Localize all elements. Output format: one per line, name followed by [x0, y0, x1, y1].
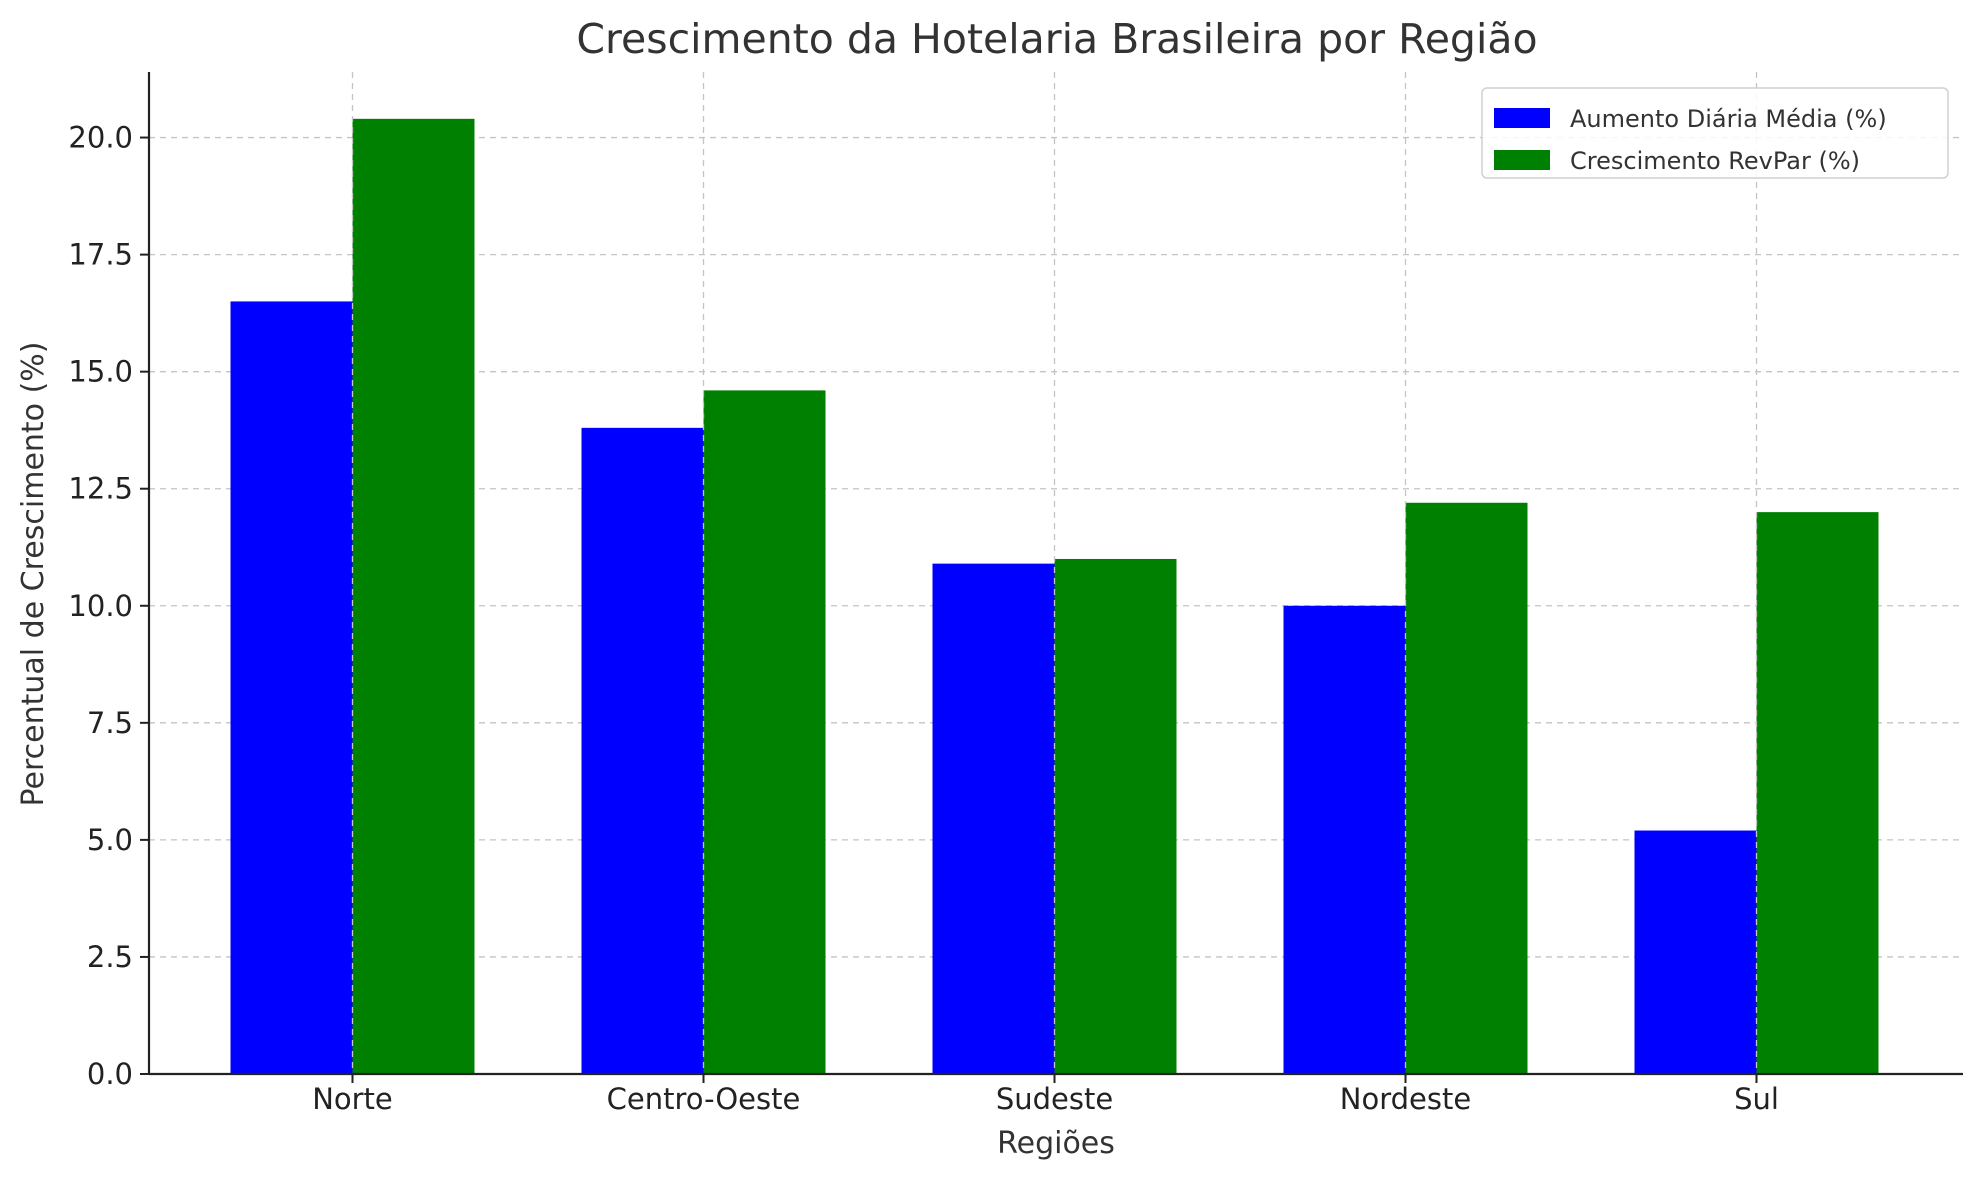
- y-tick-label: 17.5: [68, 238, 133, 272]
- bar-aumento-diaria-media: [932, 563, 1055, 1074]
- x-tick-label: Sul: [1734, 1082, 1779, 1116]
- y-tick-label: 0.0: [87, 1057, 133, 1091]
- y-tick-label: 5.0: [87, 823, 133, 857]
- bar-crescimento-revpar: [1756, 512, 1879, 1074]
- y-axis-ticks: 0.0 2.5 5.0 7.5 10.0 12.5 15.0 17.5 20.0: [68, 121, 149, 1091]
- legend: Aumento Diária Média (%) Crescimento RevP…: [1481, 87, 1949, 179]
- bars: [230, 118, 1879, 1074]
- legend-label: Crescimento RevPar (%): [1570, 147, 1860, 175]
- y-axis-label: Percentual de Crescimento (%): [16, 342, 51, 807]
- y-tick-label: 15.0: [68, 355, 133, 389]
- bar-crescimento-revpar: [703, 390, 826, 1074]
- legend-box: [1481, 87, 1949, 179]
- bar-crescimento-revpar: [352, 118, 475, 1074]
- vertical-grid-lines: [351, 72, 1758, 1074]
- y-tick-label: 2.5: [87, 940, 133, 974]
- bar-aumento-diaria-media: [581, 427, 704, 1074]
- y-tick-label: 10.0: [68, 589, 133, 623]
- y-tick-label: 20.0: [68, 121, 133, 155]
- chart-title: Crescimento da Hotelaria Brasileira por …: [576, 15, 1537, 63]
- bar-aumento-diaria-media: [1634, 830, 1757, 1074]
- bar-crescimento-revpar: [1405, 502, 1528, 1074]
- x-tick-label: Sudeste: [996, 1082, 1113, 1116]
- x-tick-label: Norte: [312, 1082, 393, 1116]
- x-tick-label: Centro-Oeste: [607, 1082, 801, 1116]
- y-tick-label: 12.5: [68, 472, 133, 506]
- legend-swatch: [1494, 108, 1550, 128]
- bar-aumento-diaria-media: [1283, 605, 1406, 1074]
- x-tick-label: Nordeste: [1340, 1082, 1471, 1116]
- x-axis-label: Regiões: [997, 1126, 1115, 1161]
- x-axis-ticks: Norte Centro-Oeste Sudeste Nordeste Sul: [312, 1074, 1779, 1116]
- bar-crescimento-revpar: [1054, 558, 1177, 1074]
- legend-label: Aumento Diária Média (%): [1570, 105, 1887, 133]
- axes: [147, 72, 1963, 1076]
- y-tick-label: 7.5: [87, 706, 133, 740]
- legend-swatch: [1494, 150, 1550, 170]
- bar-aumento-diaria-media: [230, 301, 353, 1074]
